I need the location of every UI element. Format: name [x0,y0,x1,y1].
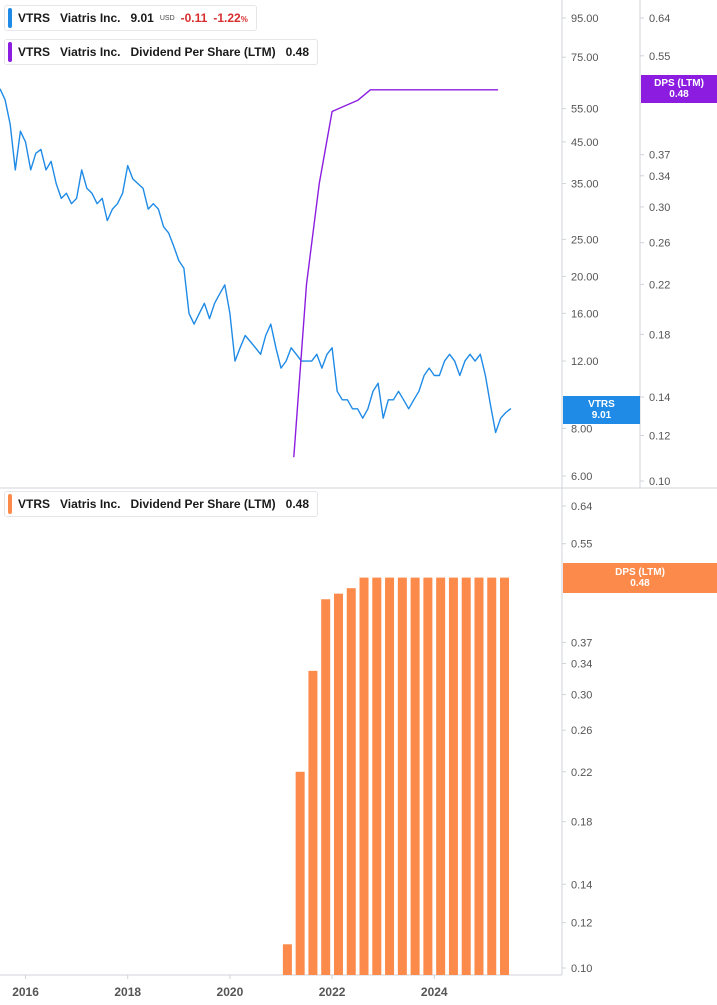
dps-bar [487,577,497,975]
legend-dps-bottom-name: Viatris Inc. [60,497,121,511]
legend-price-currency: USD [159,14,175,22]
legend-dps-top: VTRS Viatris Inc. Dividend Per Share (LT… [4,39,318,65]
legend-dps-top-ticker: VTRS [18,45,51,59]
dps-tag-top-value: 0.48 [669,89,689,100]
dps-top-tick-label: 0.37 [649,150,670,162]
dps-bar [321,599,331,975]
dps-bar [295,771,305,975]
price-tick-label: 16.00 [571,308,599,320]
dps-bar [359,577,369,975]
legend-dps-bottom: VTRS Viatris Inc. Dividend Per Share (LT… [4,491,318,517]
price-tick-label: 20.00 [571,271,599,283]
dps-bar [308,670,318,975]
dps-top-tick-label: 0.30 [649,202,670,214]
dps-bar [385,577,395,975]
price-tick-label: 45.00 [571,137,599,149]
legend-dps-top-metric: Dividend Per Share (LTM) [130,45,276,59]
price-tick-label: 25.00 [571,234,599,246]
x-tick-label: 2024 [421,985,448,999]
legend-price-change-pct: -1.22% [213,11,247,25]
x-tick-label: 2018 [114,985,141,999]
dps-axis-bottom: 0.64 0.55 0.37 0.34 0.30 0.26 0.22 0.18 0.14 0.12… [562,501,592,975]
legend-dps-bottom-value: 0.48 [285,497,309,511]
legend-price-ticker: VTRS [18,11,51,25]
dps-tag-top: DPS (LTM) 0.48 [641,75,717,103]
dps-bar [346,588,356,975]
legend-price-change: -0.11 [180,11,208,25]
price-tick-label: 12.00 [571,356,599,368]
dps-bar [410,577,420,975]
legend-price-value: 9.01 [130,11,154,25]
dps-top-tick-label: 0.22 [649,279,670,291]
dps-axis-top: 0.64 0.55 0.37 0.34 0.30 0.26 0.22 0.18 0.14 0.12… [640,13,670,488]
dps-top-tick-label: 0.12 [649,431,670,443]
legend-price-swatch [8,8,12,28]
dps-bottom-tick-label: 0.10 [571,963,592,975]
dps-top-tick-label: 0.14 [649,392,670,404]
legend-dps-bottom-swatch [8,494,12,514]
dps-tag-bottom-label: DPS (LTM) [615,567,665,578]
dps-bar [282,944,292,975]
line-series [0,88,512,458]
legend-dps-bottom-metric: Dividend Per Share (LTM) [130,497,276,511]
dps-bottom-tick-label: 0.30 [571,690,592,702]
x-tick-label: 2016 [12,985,39,999]
dps-tag-bottom-value: 0.48 [630,578,650,589]
legend-dps-top-name: Viatris Inc. [60,45,121,59]
dps-bar [372,577,382,975]
dps-tag-bottom: DPS (LTM) 0.48 [563,563,717,593]
dps-bars [282,577,510,975]
dps-top-tick-label: 0.64 [649,13,670,25]
legend-price-change-pct-value: -1.22 [213,11,241,25]
price-tick-label: 55.00 [571,104,599,116]
dps-line [293,89,499,458]
dps-bar [333,593,343,975]
dps-bar [423,577,433,975]
dps-bottom-tick-label: 0.18 [571,817,592,829]
price-axis: 95.00 75.00 55.00 45.00 35.00 25.00 20.00 16.00… [562,13,599,483]
dps-top-tick-label: 0.18 [649,329,670,341]
legend-price-pct-sign: % [240,15,248,24]
dps-top-tick-label: 0.26 [649,238,670,250]
dps-top-tick-label: 0.55 [649,51,670,63]
x-axis: 2016 2018 2020 2022 2024 [12,975,448,999]
price-tick-label: 35.00 [571,179,599,191]
dps-bottom-tick-label: 0.37 [571,637,592,649]
dps-bottom-tick-label: 0.55 [571,539,592,551]
dps-bar [397,577,407,975]
dps-bottom-tick-label: 0.26 [571,725,592,737]
price-tick-label: 6.00 [571,471,592,483]
legend-dps-top-value: 0.48 [285,45,309,59]
x-tick-label: 2022 [319,985,346,999]
price-tick-label: 95.00 [571,13,599,25]
price-tag-ticker: VTRS [588,399,615,410]
legend-price-name: Viatris Inc. [60,11,121,25]
dps-bar [436,577,446,975]
price-tick-label: 75.00 [571,52,599,64]
dps-bar [500,577,510,975]
dps-tag-top-label: DPS (LTM) [654,78,704,89]
x-tick-label: 2020 [217,985,244,999]
price-tag: VTRS 9.01 [563,396,640,424]
price-tick-label: 8.00 [571,423,592,435]
legend-dps-top-swatch [8,42,12,62]
legend-price: VTRS Viatris Inc. 9.01 USD -0.11 -1.22% [4,5,257,31]
dps-top-tick-label: 0.10 [649,476,670,488]
dps-bottom-tick-label: 0.22 [571,767,592,779]
legend-dps-bottom-ticker: VTRS [18,497,51,511]
price-tag-value: 9.01 [591,410,612,421]
dps-top-tick-label: 0.34 [649,171,670,183]
dps-bottom-tick-label: 0.14 [571,879,592,891]
dps-bar [474,577,484,975]
dps-bottom-tick-label: 0.34 [571,658,592,670]
dps-bottom-tick-label: 0.12 [571,918,592,930]
dps-bar [461,577,471,975]
dps-bar [448,577,458,975]
dps-bottom-tick-label: 0.64 [571,501,592,513]
price-line [0,88,512,434]
